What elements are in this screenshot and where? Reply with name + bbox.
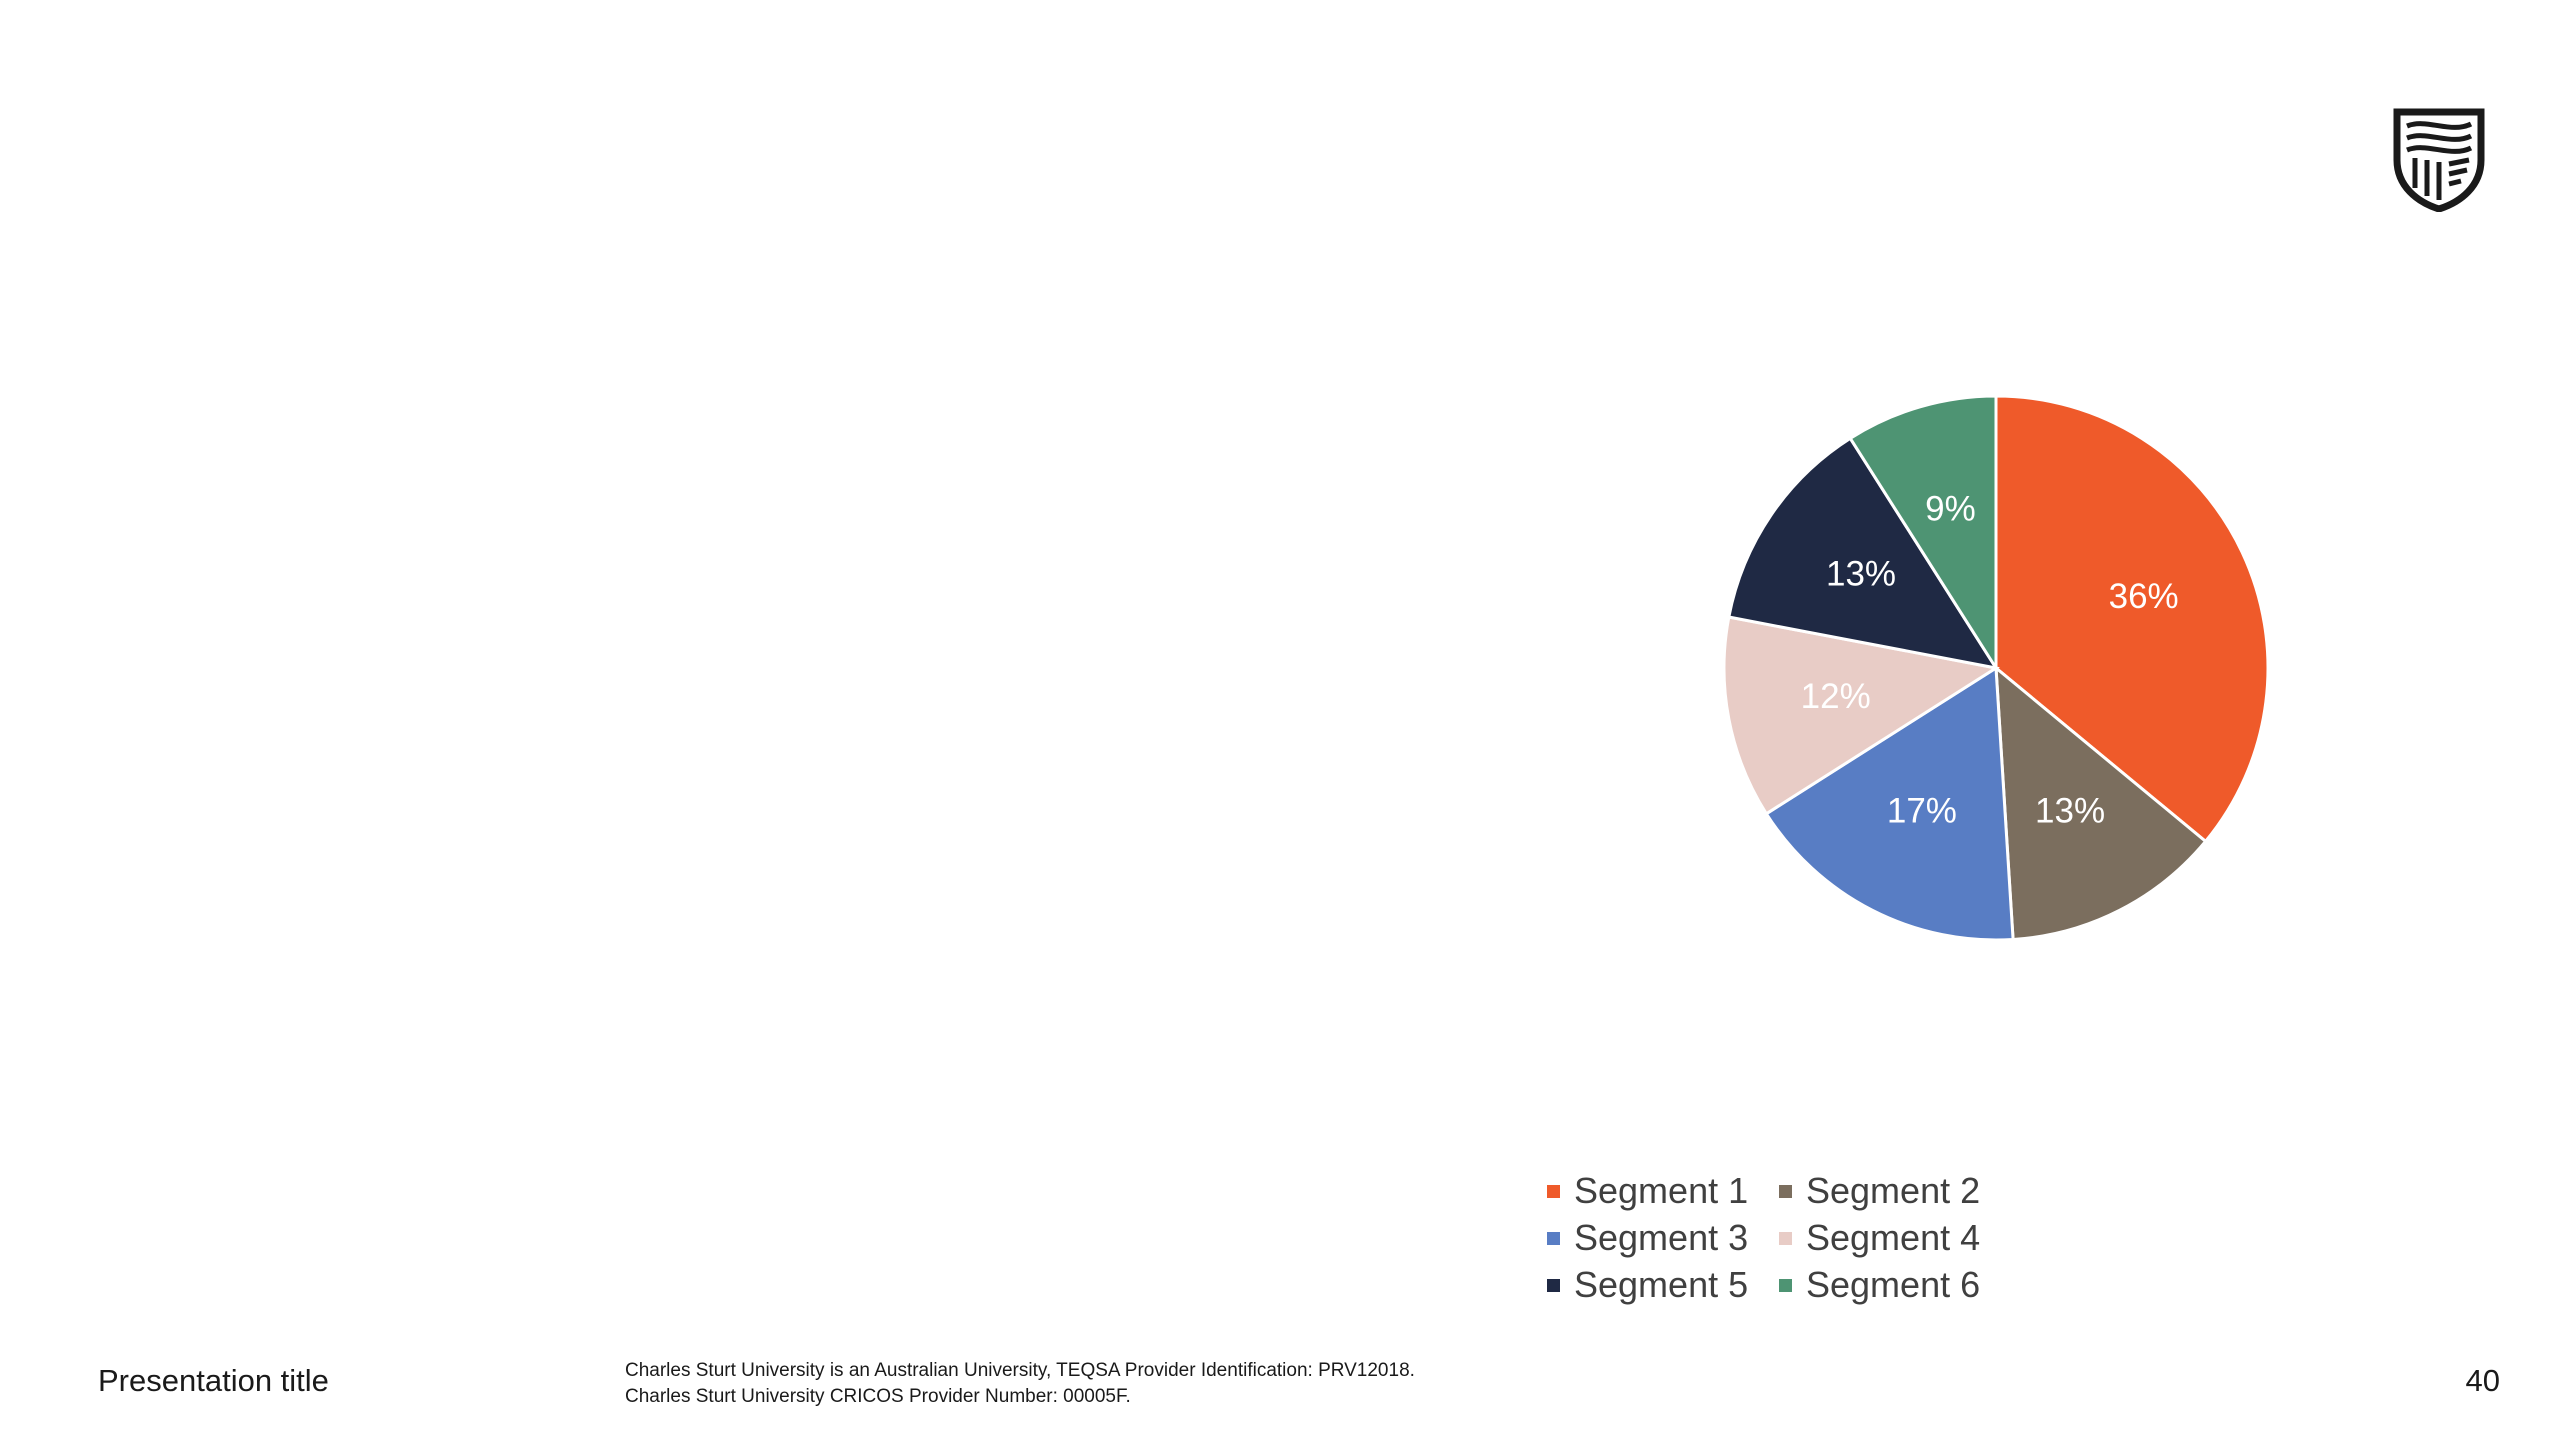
pie-slices [1722, 394, 2270, 942]
pie-slice-segment-5 [1727, 436, 2000, 671]
legend-item-segment-6: Segment 6 [1779, 1264, 2011, 1305]
legend-item-segment-3: Segment 3 [1547, 1217, 1779, 1258]
legend-label: Segment 5 [1574, 1264, 1749, 1305]
presentation-title: Presentation title [98, 1363, 329, 1398]
pie-slice-segment-4 [1722, 615, 2001, 816]
pie-slice-segment-3 [1764, 665, 2015, 942]
legend-swatch [1779, 1184, 1792, 1198]
pie-slice-labels: 36% 13% 17% 12% 13% 9% [1801, 490, 2179, 831]
legend-swatch [1547, 1278, 1560, 1292]
legend-label: Segment 6 [1806, 1264, 1981, 1305]
legend-swatch [1547, 1231, 1560, 1245]
pie-slice-segment-6 [1848, 394, 1998, 674]
pie-slice-segment-1 [1994, 394, 2270, 844]
pie-data-label-segment-2: 13% [2035, 792, 2105, 831]
pie-data-label-segment-4: 12% [1801, 677, 1871, 716]
university-shield-icon [2393, 108, 2485, 212]
legend-label: Segment 1 [1574, 1170, 1749, 1211]
legend-item-segment-5: Segment 5 [1547, 1264, 1779, 1305]
legal-line-teqsa: Charles Sturt University is an Australia… [625, 1360, 1415, 1381]
pie-slice-segment-2 [1994, 664, 2208, 942]
pie-data-label-segment-6: 9% [1925, 490, 1976, 529]
page-number: 40 [2465, 1363, 2500, 1398]
legend-label: Segment 3 [1574, 1217, 1749, 1258]
pie-data-label-segment-3: 17% [1887, 792, 1957, 831]
legal-notice: Charles Sturt University is an Australia… [625, 1358, 1415, 1410]
pie-data-label-segment-1: 36% [2109, 577, 2179, 616]
legend-swatch [1547, 1184, 1560, 1198]
legend-item-segment-1: Segment 1 [1547, 1170, 1779, 1211]
legend-swatch [1779, 1278, 1792, 1292]
legend-item-segment-2: Segment 2 [1779, 1170, 2011, 1211]
legal-line-cricos: Charles Sturt University CRICOS Provider… [625, 1386, 1131, 1407]
legend-label: Segment 4 [1806, 1217, 1981, 1258]
legend-label: Segment 2 [1806, 1170, 1981, 1211]
legend-swatch [1779, 1231, 1792, 1245]
chart-legend: Segment 1 Segment 2 Segment 3 Segment 4 … [1547, 1170, 2011, 1305]
pie-data-label-segment-5: 13% [1826, 555, 1896, 594]
legend-item-segment-4: Segment 4 [1779, 1217, 2011, 1258]
